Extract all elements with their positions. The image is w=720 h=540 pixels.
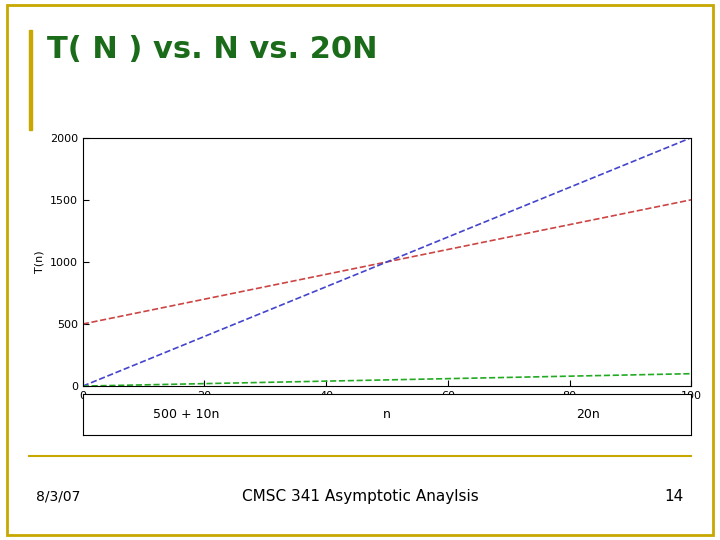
20n xyxy=(441,235,449,241)
20n xyxy=(78,383,87,389)
Text: 20n: 20n xyxy=(576,408,600,421)
Text: n: n xyxy=(383,408,391,421)
20n xyxy=(577,179,586,186)
500 + 10n xyxy=(408,254,416,260)
Y-axis label: T(n): T(n) xyxy=(35,251,44,273)
20n xyxy=(408,248,416,255)
n xyxy=(441,375,449,382)
n xyxy=(367,377,376,383)
n xyxy=(687,370,696,377)
500 + 10n xyxy=(371,261,379,267)
500 + 10n xyxy=(367,262,376,268)
Line: n: n xyxy=(83,374,691,386)
n xyxy=(672,371,681,377)
n xyxy=(577,373,586,379)
20n xyxy=(672,140,681,147)
n xyxy=(408,376,416,383)
Line: 500 + 10n: 500 + 10n xyxy=(83,200,691,324)
20n xyxy=(367,265,376,272)
n xyxy=(78,383,87,389)
Line: 20n: 20n xyxy=(83,138,691,386)
Text: T( N ) vs. N vs. 20N: T( N ) vs. N vs. 20N xyxy=(47,35,377,64)
20n xyxy=(371,264,379,270)
Text: CMSC 341 Asymptotic Anaylsis: CMSC 341 Asymptotic Anaylsis xyxy=(242,489,478,504)
Text: 14: 14 xyxy=(665,489,684,504)
X-axis label: Problem Size, n: Problem Size, n xyxy=(344,407,430,416)
500 + 10n xyxy=(441,247,449,253)
500 + 10n xyxy=(78,321,87,327)
500 + 10n xyxy=(672,200,681,206)
Text: 500 + 10n: 500 + 10n xyxy=(153,408,220,421)
20n xyxy=(687,134,696,141)
500 + 10n xyxy=(577,219,586,225)
n xyxy=(371,377,379,383)
Text: 8/3/07: 8/3/07 xyxy=(36,490,81,504)
500 + 10n xyxy=(687,197,696,203)
